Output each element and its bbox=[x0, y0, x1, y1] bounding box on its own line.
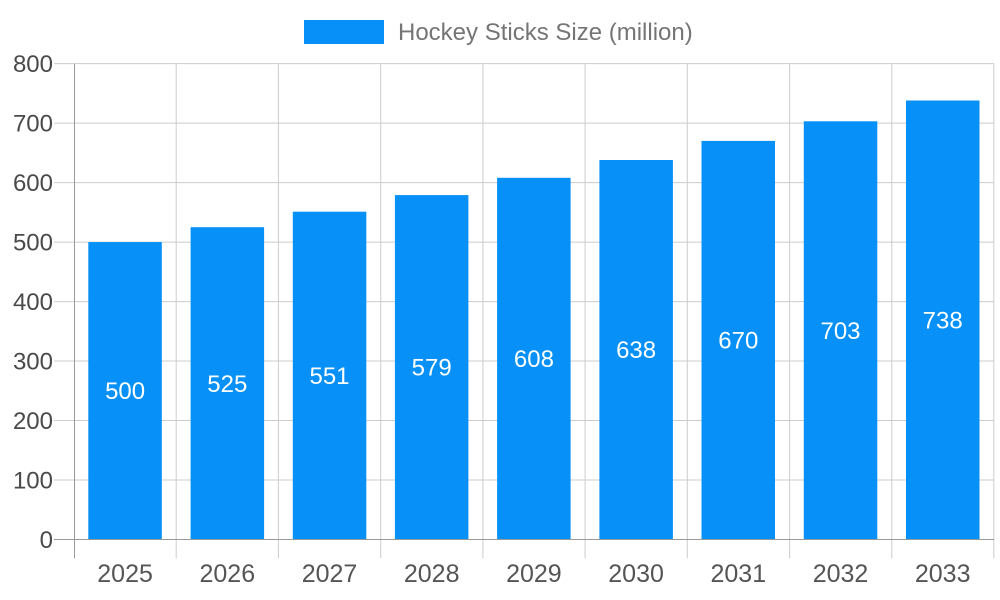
svg-text:670: 670 bbox=[718, 328, 758, 355]
svg-text:2032: 2032 bbox=[813, 560, 869, 588]
svg-text:700: 700 bbox=[13, 111, 53, 138]
svg-text:600: 600 bbox=[13, 170, 53, 197]
svg-text:608: 608 bbox=[514, 346, 554, 373]
svg-text:2028: 2028 bbox=[404, 560, 460, 588]
svg-text:200: 200 bbox=[13, 408, 53, 435]
svg-text:2031: 2031 bbox=[710, 560, 766, 588]
svg-text:0: 0 bbox=[40, 527, 53, 554]
svg-text:500: 500 bbox=[105, 378, 145, 405]
svg-text:551: 551 bbox=[309, 363, 349, 390]
svg-text:2025: 2025 bbox=[97, 560, 153, 588]
svg-text:800: 800 bbox=[13, 51, 53, 78]
svg-text:500: 500 bbox=[13, 230, 53, 257]
svg-text:2033: 2033 bbox=[915, 560, 971, 588]
svg-text:100: 100 bbox=[13, 467, 53, 494]
svg-text:703: 703 bbox=[820, 318, 860, 345]
svg-text:Hockey Sticks Size (million): Hockey Sticks Size (million) bbox=[398, 19, 693, 46]
svg-text:2029: 2029 bbox=[506, 560, 562, 588]
svg-text:2026: 2026 bbox=[199, 560, 255, 588]
svg-text:2027: 2027 bbox=[302, 560, 358, 588]
svg-text:738: 738 bbox=[923, 307, 963, 334]
svg-text:400: 400 bbox=[13, 289, 53, 316]
svg-text:300: 300 bbox=[13, 348, 53, 375]
svg-text:579: 579 bbox=[412, 355, 452, 382]
svg-text:525: 525 bbox=[207, 371, 247, 398]
svg-text:2030: 2030 bbox=[608, 560, 664, 588]
svg-text:638: 638 bbox=[616, 337, 656, 364]
